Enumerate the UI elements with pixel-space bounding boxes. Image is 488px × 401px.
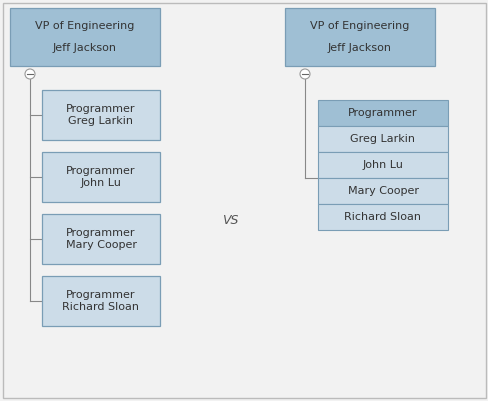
Text: Mary Cooper: Mary Cooper: [65, 240, 136, 249]
Text: John Lu: John Lu: [81, 178, 121, 188]
FancyBboxPatch shape: [285, 8, 434, 66]
Circle shape: [299, 69, 309, 79]
FancyBboxPatch shape: [42, 276, 160, 326]
Text: VP of Engineering: VP of Engineering: [35, 21, 134, 31]
Text: Programmer: Programmer: [66, 166, 136, 176]
Text: Programmer: Programmer: [347, 108, 417, 118]
Text: VP of Engineering: VP of Engineering: [310, 21, 409, 31]
Circle shape: [25, 69, 35, 79]
FancyBboxPatch shape: [317, 100, 447, 126]
FancyBboxPatch shape: [42, 214, 160, 264]
FancyBboxPatch shape: [317, 152, 447, 178]
Text: Jeff Jackson: Jeff Jackson: [53, 43, 117, 53]
FancyBboxPatch shape: [317, 178, 447, 204]
Text: Programmer: Programmer: [66, 290, 136, 300]
Text: Richard Sloan: Richard Sloan: [344, 212, 421, 222]
Text: Greg Larkin: Greg Larkin: [350, 134, 415, 144]
Text: Richard Sloan: Richard Sloan: [62, 302, 139, 312]
FancyBboxPatch shape: [42, 152, 160, 202]
Text: VS: VS: [222, 213, 238, 227]
FancyBboxPatch shape: [10, 8, 160, 66]
Text: Mary Cooper: Mary Cooper: [347, 186, 418, 196]
FancyBboxPatch shape: [317, 204, 447, 230]
Text: John Lu: John Lu: [362, 160, 403, 170]
Text: Programmer: Programmer: [66, 229, 136, 239]
FancyBboxPatch shape: [317, 126, 447, 152]
Text: Jeff Jackson: Jeff Jackson: [327, 43, 391, 53]
Text: Greg Larkin: Greg Larkin: [68, 115, 133, 126]
Text: Programmer: Programmer: [66, 104, 136, 114]
FancyBboxPatch shape: [42, 90, 160, 140]
